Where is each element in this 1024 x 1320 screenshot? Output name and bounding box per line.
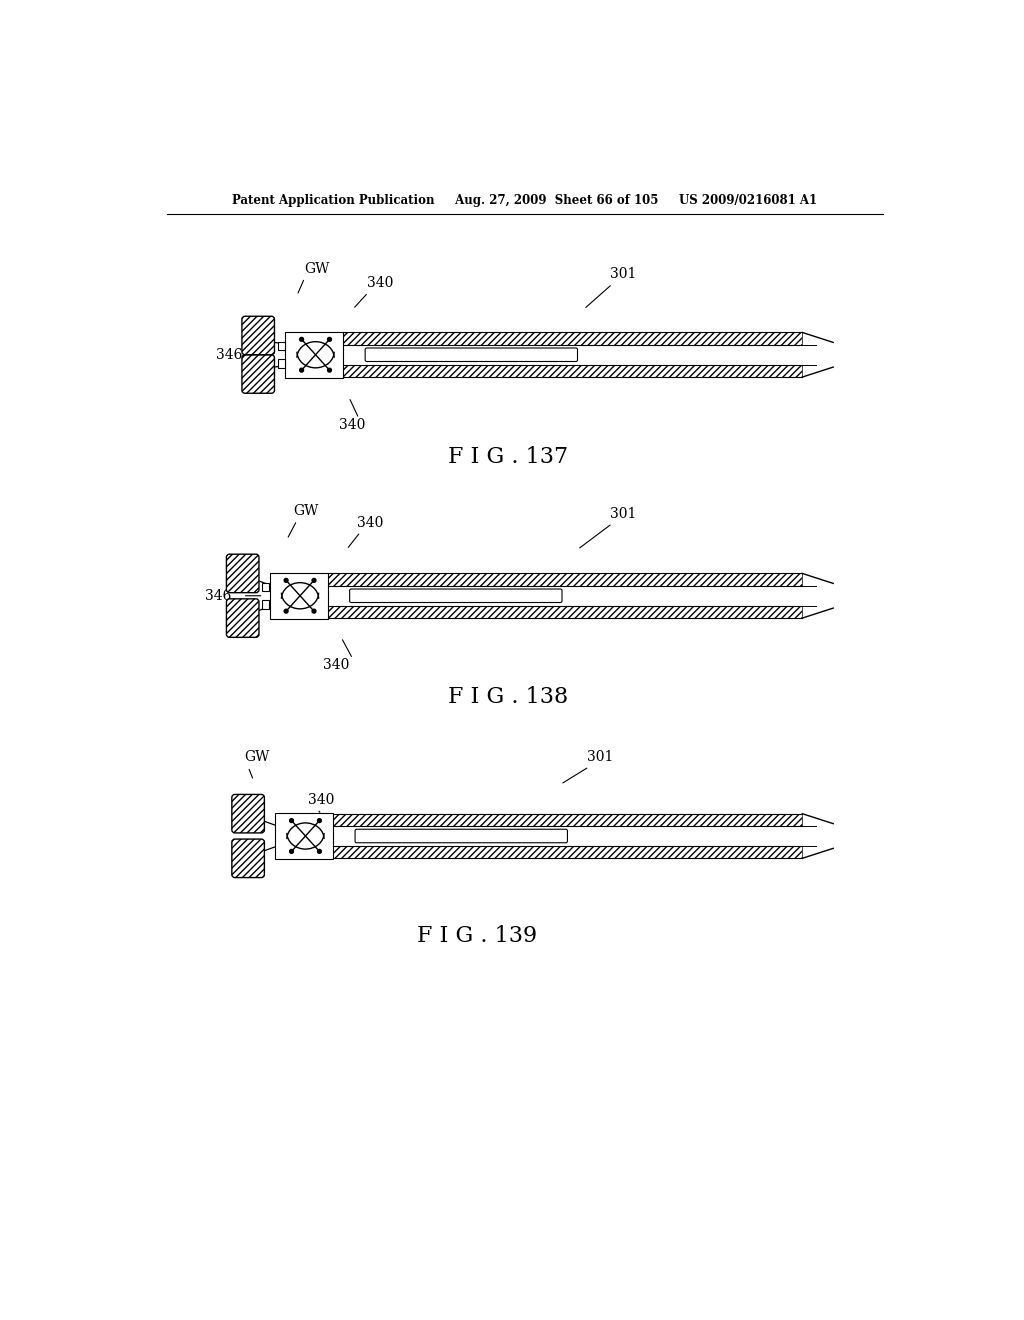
Bar: [328, 606, 802, 618]
Text: F I G . 137: F I G . 137: [447, 446, 568, 469]
Bar: [343, 333, 802, 345]
Text: Patent Application Publication     Aug. 27, 2009  Sheet 66 of 105     US 2009/02: Patent Application Publication Aug. 27, …: [232, 194, 817, 207]
Circle shape: [300, 368, 303, 372]
Circle shape: [290, 850, 294, 853]
Text: 340: 340: [356, 516, 383, 529]
Text: 340: 340: [367, 276, 393, 290]
Bar: [343, 333, 802, 345]
Bar: [343, 364, 802, 378]
Text: 340: 340: [308, 793, 334, 807]
Bar: [262, 582, 269, 591]
Text: GW: GW: [293, 504, 318, 517]
Circle shape: [312, 578, 316, 582]
Circle shape: [285, 610, 288, 612]
Circle shape: [312, 610, 316, 612]
Text: 340: 340: [339, 418, 366, 432]
FancyBboxPatch shape: [231, 840, 264, 878]
Text: 301: 301: [610, 267, 637, 281]
Bar: [278, 342, 285, 350]
Circle shape: [300, 338, 303, 342]
FancyBboxPatch shape: [226, 554, 259, 593]
Text: 340: 340: [324, 659, 349, 672]
Bar: [334, 813, 802, 826]
FancyBboxPatch shape: [242, 355, 274, 393]
Text: 346: 346: [216, 347, 243, 362]
Bar: [334, 826, 802, 846]
Text: 346: 346: [205, 589, 231, 603]
FancyBboxPatch shape: [242, 317, 274, 355]
Circle shape: [290, 818, 294, 822]
Bar: [328, 573, 802, 586]
Circle shape: [317, 850, 322, 853]
FancyBboxPatch shape: [349, 589, 562, 602]
Bar: [328, 586, 802, 606]
Text: 301: 301: [610, 507, 637, 521]
Circle shape: [285, 578, 288, 582]
Bar: [334, 846, 802, 858]
FancyBboxPatch shape: [231, 795, 264, 833]
Bar: [334, 813, 802, 826]
Bar: [343, 364, 802, 378]
Text: 301: 301: [587, 751, 613, 764]
FancyBboxPatch shape: [355, 829, 567, 842]
Circle shape: [328, 368, 332, 372]
FancyBboxPatch shape: [226, 599, 259, 638]
Bar: [275, 813, 334, 859]
Bar: [328, 606, 802, 618]
Circle shape: [328, 338, 332, 342]
Bar: [278, 359, 285, 368]
Text: GW: GW: [305, 261, 330, 276]
Circle shape: [317, 818, 322, 822]
Bar: [328, 573, 802, 586]
Text: F I G . 139: F I G . 139: [417, 925, 537, 948]
Bar: [262, 601, 269, 609]
Text: GW: GW: [245, 751, 269, 764]
Bar: [334, 846, 802, 858]
Text: F I G . 138: F I G . 138: [447, 686, 568, 709]
Bar: [286, 331, 343, 378]
Bar: [343, 345, 802, 364]
Bar: [270, 573, 328, 619]
FancyBboxPatch shape: [366, 348, 578, 362]
